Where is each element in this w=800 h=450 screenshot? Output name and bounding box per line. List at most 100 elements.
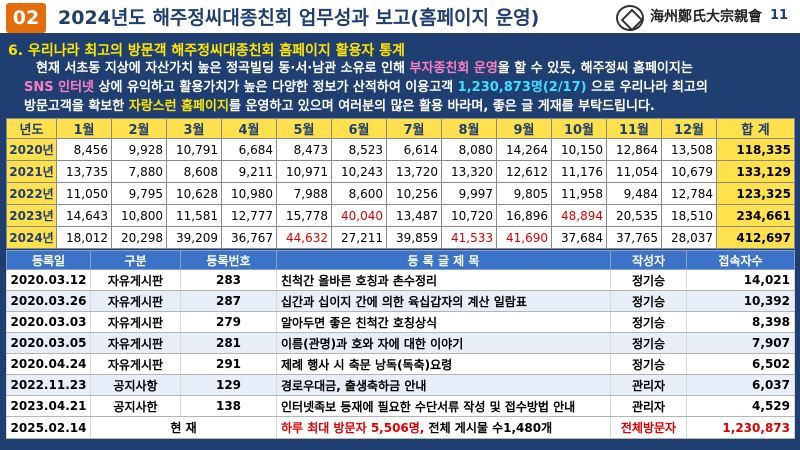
stats-row: 2022년 11,050 9,795 10,628 10,980 7,988 8,600 10… — [6, 182, 795, 205]
stats-header-month: 7월 — [386, 118, 442, 139]
stats-total-cell: 118,335 — [716, 138, 795, 161]
post-title-cell[interactable]: 인터넷족보 등재에 필요한 수단서류 작성 및 접수방법 안내 — [276, 395, 611, 417]
stats-month-cell: 44,632 — [276, 226, 332, 249]
post-date-cell: 2023.04.21 — [6, 395, 91, 417]
stats-month-cell: 12,784 — [661, 182, 717, 205]
post-number-cell: 129 — [180, 374, 277, 396]
stats-month-cell: 14,264 — [496, 138, 552, 161]
post-row[interactable]: 2022.11.23 공지사항 129 경로우대금, 출생축하금 안내 관리자 6,037 — [6, 374, 795, 396]
post-title-cell[interactable]: 친척간 올바른 호칭과 촌수정리 — [276, 269, 611, 291]
stats-month-cell: 40,040 — [331, 204, 387, 227]
stats-header-month: 10월 — [551, 118, 607, 139]
monthly-visitor-table: 년도 1월 2월 3월 4월 5월 6월 7월 8월 9월 10월 11월 12… — [6, 118, 795, 249]
stats-total-cell: 234,661 — [716, 204, 795, 227]
post-category-cell: 자유게시판 — [90, 290, 181, 312]
post-number-cell: 279 — [180, 311, 277, 333]
stats-month-cell: 13,508 — [661, 138, 717, 161]
stats-month-cell: 13,487 — [386, 204, 442, 227]
stats-header-month: 3월 — [166, 118, 222, 139]
stats-month-cell: 20,298 — [111, 226, 167, 249]
slide-number-badge: 02 — [6, 3, 46, 33]
stats-month-cell: 8,608 — [166, 160, 222, 183]
post-date-cell: 2020.03.05 — [6, 332, 91, 354]
stats-month-cell: 10,980 — [221, 182, 277, 205]
stats-month-cell: 8,473 — [276, 138, 332, 161]
stats-month-cell: 41,533 — [441, 226, 497, 249]
summary-label: 현 재 — [90, 416, 277, 439]
post-date-cell: 2020.03.26 — [6, 290, 91, 312]
stats-month-cell: 37,684 — [551, 226, 607, 249]
slide-header: 02 2024년도 해주정씨대종친회 업무성과 보고(홈페이지 운영) 海州鄭氏… — [0, 0, 800, 36]
stats-header-month: 2월 — [111, 118, 167, 139]
stats-year-cell: 2022년 — [6, 182, 57, 205]
post-title-cell[interactable]: 제례 행사 시 축문 낭독(독축)요령 — [276, 353, 611, 375]
post-row[interactable]: 2020.03.03 자유게시판 279 알아두면 좋은 친척간 호칭상식 정기승 8,3… — [6, 311, 795, 333]
stats-row: 2023년 14,643 10,800 11,581 12,777 15,778 40,04… — [6, 204, 795, 227]
stats-month-cell: 18,510 — [661, 204, 717, 227]
post-number-cell: 283 — [180, 269, 277, 291]
post-visitors-cell: 10,392 — [686, 290, 795, 312]
post-category-cell: 자유게시판 — [90, 353, 181, 375]
post-date-cell: 2022.11.23 — [6, 374, 91, 396]
post-category-cell: 공지사한 — [90, 395, 181, 417]
post-title-cell[interactable]: 이름(관명)과 호와 자에 대한 이야기 — [276, 332, 611, 354]
post-number-cell: 281 — [180, 332, 277, 354]
stats-total-cell: 123,325 — [716, 182, 795, 205]
post-number-cell: 138 — [180, 395, 277, 417]
post-category-cell: 자유게시판 — [90, 269, 181, 291]
post-row[interactable]: 2020.03.05 자유게시판 281 이름(관명)과 호와 자에 대한 이야기 정기… — [6, 332, 795, 354]
post-visitors-cell: 7,907 — [686, 332, 795, 354]
stats-month-cell: 10,800 — [111, 204, 167, 227]
stats-month-cell: 28,037 — [661, 226, 717, 249]
stats-header-month: 8월 — [441, 118, 497, 139]
post-author-cell: 정기승 — [610, 332, 687, 354]
stats-year-cell: 2023년 — [6, 204, 57, 227]
summary-total-label: 전체방문자 — [610, 416, 687, 439]
stats-month-cell: 14,643 — [56, 204, 112, 227]
post-visitors-cell: 6,037 — [686, 374, 795, 396]
post-title-cell[interactable]: 경로우대금, 출생축하금 안내 — [276, 374, 611, 396]
posts-header-visitors: 접속자수 — [686, 250, 795, 270]
post-author-cell: 관리자 — [610, 395, 687, 417]
stats-month-cell: 36,767 — [221, 226, 277, 249]
desc-highlight-proud-homepage: 자랑스런 홈페이지 — [128, 99, 229, 114]
post-visitors-cell: 14,021 — [686, 269, 795, 291]
post-category-cell: 자유게시판 — [90, 311, 181, 333]
desc-highlight-sns: SNS 인터넷 — [24, 80, 95, 95]
desc-text-6: 를 운영하고 있으며 여러분의 많은 활용 바라며, 좋은 글 게재를 부탁드립… — [228, 99, 655, 114]
post-title-cell[interactable]: 알아두면 좋은 친척간 호칭상식 — [276, 311, 611, 333]
stats-month-cell: 27,211 — [331, 226, 387, 249]
stats-row: 2024년 18,012 20,298 39,209 36,767 44,632 27,21… — [6, 226, 795, 249]
post-row[interactable]: 2023.04.21 공지사한 138 인터넷족보 등재에 필요한 수단서류 작성 및… — [6, 395, 795, 417]
post-row[interactable]: 2020.03.26 자유게시판 287 십간과 십이지 간에 의한 육십갑자의 계산… — [6, 290, 795, 312]
stats-month-cell: 15,778 — [276, 204, 332, 227]
stats-month-cell: 12,612 — [496, 160, 552, 183]
stats-month-cell: 9,997 — [441, 182, 497, 205]
stats-month-cell: 10,256 — [386, 182, 442, 205]
post-author-cell: 정기승 — [610, 290, 687, 312]
stats-month-cell: 11,050 — [56, 182, 112, 205]
post-date-cell: 2020.04.24 — [6, 353, 91, 375]
post-author-cell: 정기승 — [610, 353, 687, 375]
post-row[interactable]: 2020.04.24 자유게시판 291 제례 행사 시 축문 낭독(독축)요령 정기승… — [6, 353, 795, 375]
stats-row: 2021년 13,735 7,880 8,608 9,211 10,971 10,243 13… — [6, 160, 795, 183]
post-row[interactable]: 2020.03.12 자유게시판 283 친척간 올바른 호칭과 촌수정리 정기승 14,… — [6, 269, 795, 291]
stats-month-cell: 9,805 — [496, 182, 552, 205]
stats-month-cell: 9,795 — [111, 182, 167, 205]
posts-header-category: 구분 — [90, 250, 181, 270]
stats-month-cell: 7,880 — [111, 160, 167, 183]
post-category-cell: 공지사항 — [90, 374, 181, 396]
stats-year-cell: 2024년 — [6, 226, 57, 249]
stats-month-cell: 7,988 — [276, 182, 332, 205]
stats-month-cell: 39,209 — [166, 226, 222, 249]
clan-crest-icon — [616, 5, 644, 31]
stats-month-cell: 20,535 — [606, 204, 662, 227]
stats-header-year: 년도 — [6, 118, 57, 139]
page-number: 11 — [770, 8, 789, 23]
stats-month-cell: 8,523 — [331, 138, 387, 161]
posts-header-title: 등 록 글 제 목 — [276, 250, 611, 270]
stats-month-cell: 11,958 — [551, 182, 607, 205]
posts-summary-row: 2025.02.14 현 재 하루 최대 방문자 5,506명, 전체 게시물 … — [6, 416, 795, 439]
post-author-cell: 정기승 — [610, 311, 687, 333]
post-title-cell[interactable]: 십간과 십이지 간에 의한 육십갑자의 계산 일람표 — [276, 290, 611, 312]
